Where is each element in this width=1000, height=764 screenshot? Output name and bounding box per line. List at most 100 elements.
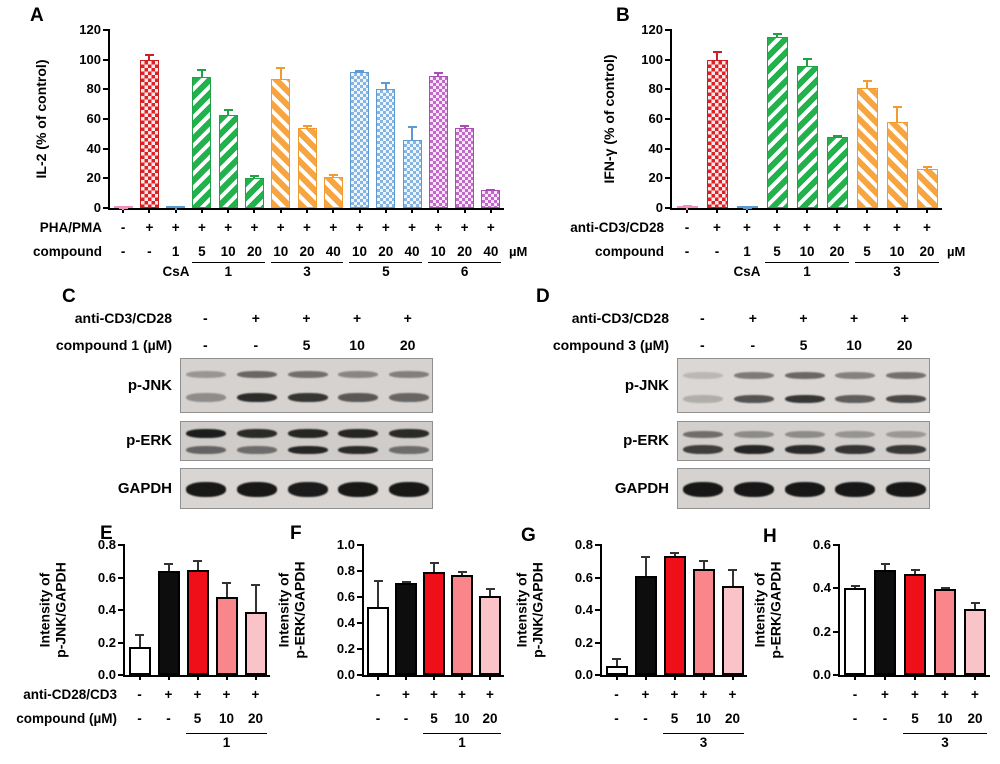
error-bar — [200, 68, 203, 81]
x-sign-row: - + + + + — [125, 687, 270, 702]
error-bar — [914, 568, 916, 578]
error-bar-cap — [682, 204, 692, 207]
x-sign: - — [684, 220, 690, 235]
x-tick-mark — [138, 675, 141, 680]
y-axis-title: IL-2 (% of control) — [33, 59, 50, 179]
y-tick-mark — [357, 648, 364, 650]
error-bar-cap — [302, 124, 312, 127]
x-sign: 10 — [430, 244, 446, 259]
bar — [856, 87, 878, 208]
protein-band — [388, 446, 429, 454]
x-sign: + — [381, 220, 390, 235]
x-sign: 5 — [863, 244, 871, 259]
bar — [113, 206, 133, 208]
error-bar — [358, 70, 361, 75]
blot-label: p-JNK — [624, 376, 669, 394]
x-tick-mark — [896, 208, 898, 213]
x-tick-mark — [227, 208, 230, 213]
bar — [826, 136, 848, 208]
y-tick-mark — [103, 118, 110, 120]
error-bar-cap — [670, 552, 679, 555]
x-tick-mark — [253, 208, 256, 213]
x-sign: + — [641, 687, 650, 702]
x-sign: + — [923, 220, 931, 235]
group-underline — [191, 262, 265, 263]
bar — [796, 65, 818, 208]
y-tick-label: 120 — [79, 22, 101, 37]
bar — [350, 71, 370, 208]
y-tick-label: 1.0 — [336, 537, 355, 552]
x-sign: + — [224, 220, 233, 235]
y-tick-mark — [665, 58, 672, 61]
y-tick-label: 0.2 — [336, 641, 355, 656]
protein-band — [835, 394, 876, 403]
group-underline — [270, 262, 344, 263]
x-tick-mark — [974, 675, 976, 680]
protein-band — [733, 430, 774, 438]
x-sign: + — [699, 687, 708, 702]
protein-band — [784, 394, 825, 403]
protein-band — [287, 370, 328, 378]
error-bar — [673, 552, 676, 560]
error-bar-cap — [401, 580, 411, 583]
x-sign: 10 — [218, 711, 235, 726]
bar — [166, 206, 186, 208]
x-sign: + — [197, 220, 206, 235]
x-sign: + — [251, 687, 260, 702]
error-bar-cap — [485, 587, 495, 590]
x-sign: + — [222, 687, 231, 702]
error-bar-cap — [429, 561, 439, 564]
x-tick-mark — [279, 208, 282, 213]
x-tick-mark — [384, 208, 387, 213]
x-sign: - — [375, 711, 381, 726]
protein-band — [733, 372, 774, 379]
error-bar-cap — [135, 633, 144, 636]
bar — [297, 127, 317, 208]
bar — [634, 575, 657, 675]
error-bar-cap — [251, 584, 260, 586]
x-sign: + — [881, 687, 889, 702]
error-bar — [437, 71, 440, 79]
x-sign: 10 — [937, 711, 953, 726]
error-bar-cap — [373, 580, 383, 583]
protein-band — [236, 370, 277, 378]
x-sign-row: - - 5 10 20 — [840, 711, 990, 726]
x-tick-mark — [914, 675, 916, 680]
error-bar — [463, 124, 466, 131]
error-bar-cap — [486, 188, 496, 191]
x-sign: - — [375, 687, 381, 702]
error-bar-cap — [433, 71, 443, 74]
bar — [244, 178, 264, 208]
y-tick-mark — [595, 674, 602, 676]
bar — [451, 574, 473, 675]
blot-label: GAPDH — [117, 479, 172, 497]
protein-band — [338, 446, 379, 454]
protein-band — [338, 393, 379, 402]
error-bar-cap — [728, 569, 737, 572]
error-bar — [405, 580, 407, 586]
bar — [323, 176, 343, 208]
error-bar-cap — [381, 81, 391, 84]
x-sign: - — [137, 687, 142, 702]
x-sign: + — [276, 220, 285, 235]
x-tick-mark — [866, 208, 868, 213]
protein-band — [683, 430, 724, 438]
y-tick-mark — [665, 88, 672, 91]
panel-c-letter: C — [62, 286, 76, 307]
protein-band — [683, 372, 724, 379]
protein-band — [885, 372, 926, 379]
error-bar-cap — [880, 563, 890, 566]
error-bar — [884, 563, 886, 573]
blot-sign-row: - + + + + — [180, 310, 433, 326]
protein-band — [388, 428, 429, 438]
bar — [423, 572, 445, 675]
x-row-label: compound (µM) — [16, 711, 117, 726]
error-bar — [644, 556, 647, 579]
plot-area: 0.0 0.2 0.4 0.6 0.8 1.0 Intensity of p-ERK/GAPD… — [275, 537, 504, 750]
protein-band — [186, 482, 227, 497]
y-tick-label: 60 — [86, 111, 101, 126]
